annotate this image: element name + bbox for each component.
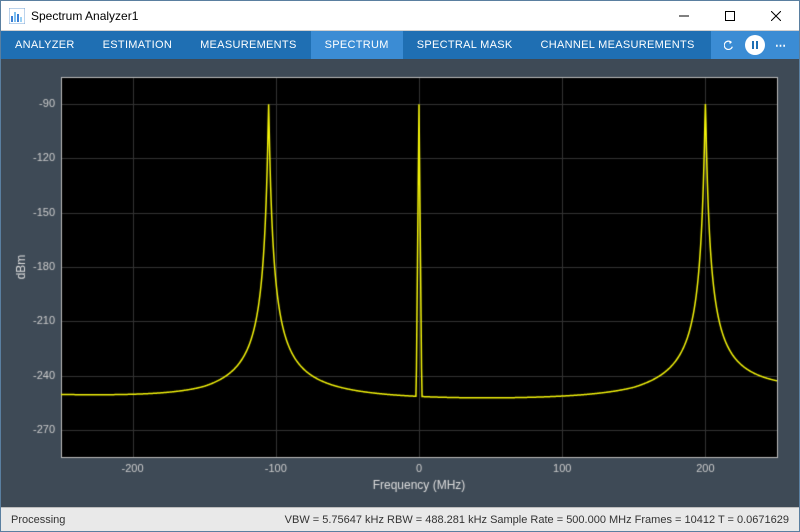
tab-analyzer[interactable]: ANALYZER [1,31,89,59]
toolstrip: ANALYZERESTIMATIONMEASUREMENTSSPECTRUMSP… [1,31,799,59]
minimize-button[interactable] [661,1,707,31]
tab-estimation[interactable]: ESTIMATION [89,31,186,59]
spectrum-plot[interactable] [11,69,789,497]
toolstrip-right-controls: ⋯ [711,31,799,59]
window-title: Spectrum Analyzer1 [31,9,138,23]
tab-spectrum[interactable]: SPECTRUM [311,31,403,59]
tab-measurements[interactable]: MEASUREMENTS [186,31,311,59]
pause-button[interactable] [745,35,765,55]
status-bar: Processing VBW = 5.75647 kHz RBW = 488.2… [1,507,799,531]
app-icon [9,8,25,24]
plot-panel [1,59,799,507]
status-left: Processing [11,514,65,526]
more-options-button[interactable]: ⋯ [771,39,791,52]
tab-channel-measurements[interactable]: CHANNEL MEASUREMENTS [527,31,709,59]
title-bar: Spectrum Analyzer1 [1,1,799,31]
maximize-button[interactable] [707,1,753,31]
tab-spectral-mask[interactable]: SPECTRAL MASK [403,31,527,59]
window: Spectrum Analyzer1 ANALYZERESTIMATIONMEA… [0,0,800,532]
close-button[interactable] [753,1,799,31]
undo-button[interactable] [719,35,739,55]
status-right: VBW = 5.75647 kHz RBW = 488.281 kHz Samp… [285,514,789,526]
